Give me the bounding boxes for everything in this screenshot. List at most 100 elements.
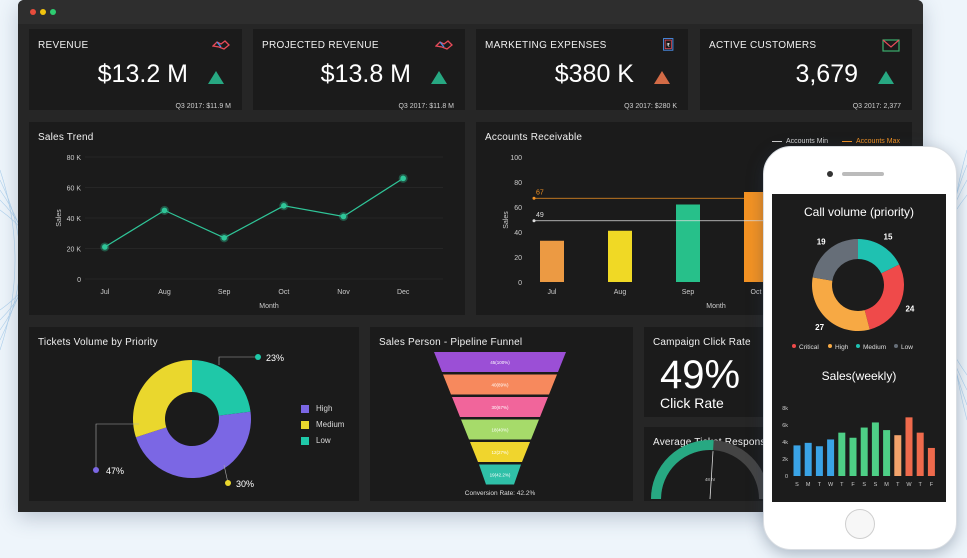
conversion-rate-label: Conversion Rate: 42.2% [465,490,536,497]
kpi-comparison: Q3 2017: $11.8 M [398,103,454,110]
funnel-stage-label: 40(89%) [491,383,509,388]
phone-home-button[interactable] [845,509,875,539]
handshake-icon [435,40,453,50]
callout-dot [93,467,99,473]
accounts-max-label: 67 [536,189,544,196]
legend-label: High [835,344,849,351]
weekly-bar [905,417,913,476]
x-tick-label: S [795,482,799,488]
sales-trend-chart: 0 20 K 40 K 60 K 80 K Jul Aug Sep Oct Nov Dec Month… [56,155,443,310]
pipeline-funnel-card[interactable]: Sales Person - Pipeline Funnel 45(100%) 4… [370,327,633,501]
weekly-bar [883,430,891,476]
data-point [221,235,227,241]
x-axis-title: Month [706,303,726,310]
funnel-stage-label: 30(67%) [491,405,509,410]
ticket-response-gauge: 48 hr [651,440,769,500]
kpi-card-active-customers[interactable]: ACTIVE CUSTOMERS 3,679 Q3 2017: 2,377 [700,29,912,110]
sales-weekly-title: Sales(weekly) [821,369,897,383]
call-volume-donut-chart: 15 24 27 19 Critical High Medium Low [792,233,915,351]
maximize-window-button[interactable] [50,9,56,15]
kpi-comparison: Q3 2017: $280 K [624,103,677,110]
funnel-stage-label: 45(100%) [490,360,510,365]
kpi-comparison: Q3 2017: $11.9 M [175,103,231,110]
y-tick-label: 40 K [67,216,82,223]
y-tick-label: 100 [510,155,522,162]
trend-down-icon [654,71,670,84]
funnel-stage [434,352,566,372]
x-tick-label: W [828,482,834,488]
x-tick-label: S [874,482,878,488]
y-tick-label: 20 K [67,247,82,254]
weekly-bar [827,439,835,476]
phone-screen: Call volume (priority) 15 24 27 19 Critical H… [772,194,946,502]
accounts-min-label: 49 [536,212,544,219]
y-tick-label: 0 [518,280,522,287]
kpi-title: MARKETING EXPENSES [485,40,607,51]
call-volume-title: Call volume (priority) [803,205,915,219]
click-rate-value: 49% [660,353,741,397]
call-volume-slice [812,239,858,281]
kpi-title: REVENUE [38,40,89,51]
weekly-bar [860,427,868,476]
donut-slice [192,360,251,416]
legend-label: Critical [799,344,819,351]
gauge-fill [651,440,714,500]
y-tick-label: 8k [782,406,788,412]
y-tick-label: 20 [514,255,522,262]
phone-camera [827,171,833,177]
call-volume-value: 24 [905,305,914,314]
x-tick-label: M [806,482,811,488]
x-tick-label: Jul [548,289,557,296]
weekly-bar [815,446,823,476]
trend-up-icon [878,71,894,84]
call-volume-value: 19 [817,237,826,246]
legend-label: Low [901,344,913,351]
funnel-stage-label: 12(27%) [491,450,509,455]
sales-trend-card[interactable]: Sales Trend 0 20 K 40 K 60 K 80 K Jul Aug Sep Oc… [29,122,465,315]
x-tick-label: Nov [337,289,350,296]
weekly-bar [793,445,801,476]
y-tick-label: 80 [514,180,522,187]
card-title: Accounts Receivable [485,132,583,143]
x-tick-label: Oct [751,289,762,296]
call-volume-value: 15 [884,233,893,242]
kpi-card-marketing-expenses[interactable]: MARKETING EXPENSES ₹ $380 K Q3 2017: $28… [476,29,688,110]
weekly-bar [849,437,857,476]
funnel-stage [452,397,548,417]
weekly-bar [927,447,935,476]
funnel-stage [443,374,557,395]
x-tick-label: T [818,482,822,488]
tickets-volume-card[interactable]: Tickets Volume by Priority 47% 30% 23% Hig… [29,327,359,501]
legend-label: Medium [863,344,886,351]
x-tick-label: S [862,482,866,488]
data-point [161,207,168,214]
x-tick-label: T [896,482,900,488]
close-window-button[interactable] [30,9,36,15]
y-tick-label: 60 K [67,186,82,193]
card-title: Tickets Volume by Priority [38,337,158,348]
funnel-stage [470,442,530,462]
data-point [400,175,406,182]
trend-up-icon [431,71,447,84]
gauge-value-label: 48 hr [705,477,716,482]
legend-high: High [301,404,332,413]
kpi-value: 3,679 [795,60,858,88]
x-tick-label: Aug [158,289,171,296]
kpi-card-revenue[interactable]: REVENUE $13.2 M Q3 2017: $11.9 M [29,29,242,110]
callout-dot [225,480,231,486]
x-axis-title: Month [259,303,279,310]
legend-medium: Medium [301,420,344,429]
weekly-bar [894,435,902,476]
legend-dot [856,344,860,348]
minimize-window-button[interactable] [40,9,46,15]
kpi-card-projected-revenue[interactable]: PROJECTED REVENUE $13.8 M Q3 2017: $11.8… [253,29,465,110]
bar [540,240,564,282]
tickets-donut-chart: 47% 30% 23% [93,353,284,489]
data-point [102,244,108,250]
data-point [340,213,347,220]
legend-accounts-max: Accounts Max [842,138,900,145]
call-volume-slice [864,264,904,330]
kpi-value: $13.2 M [97,60,188,88]
card-title: Campaign Click Rate [653,337,751,348]
